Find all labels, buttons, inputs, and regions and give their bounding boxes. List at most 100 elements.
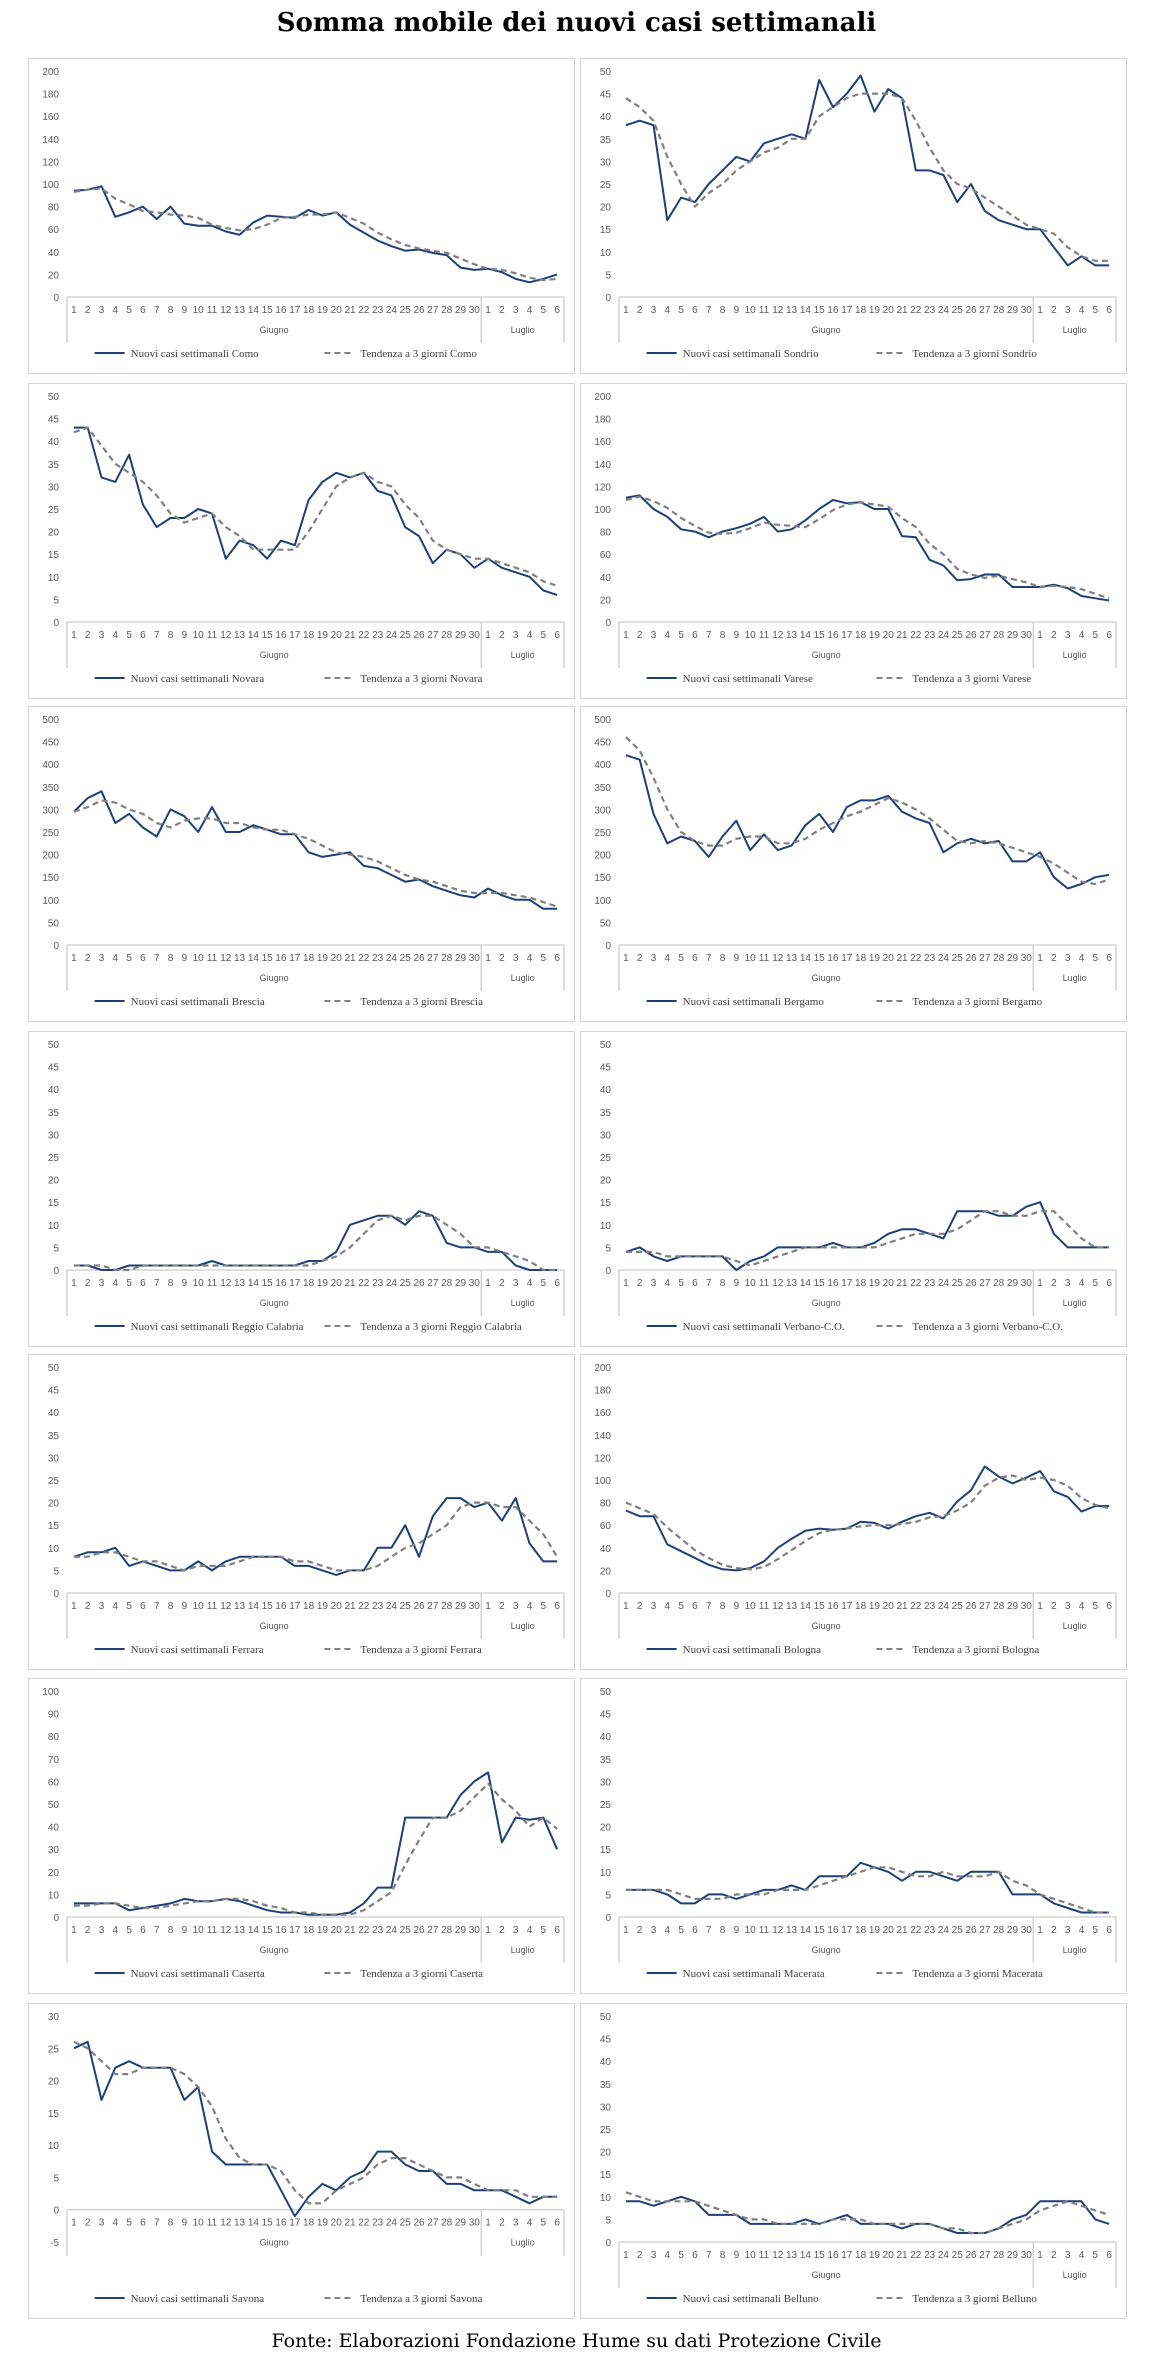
x-tick-label: 11 [207,1278,218,1289]
y-tick-label: 35 [600,135,612,146]
x-tick-label: 8 [168,1601,174,1612]
x-tick-label: 13 [786,1925,798,1936]
x-tick-label: 24 [386,630,398,641]
month-label: Luglio [1063,1621,1087,1631]
x-tick-label: 11 [759,1925,770,1936]
y-tick-label: 35 [48,460,60,471]
month-label: Giugno [260,2238,289,2248]
x-tick-label: 18 [855,1925,867,1936]
y-tick-label: 35 [600,1108,612,1119]
x-tick-label: 23 [372,305,384,316]
x-tick-label: 5 [126,2218,132,2229]
y-tick-label: 25 [48,505,60,516]
x-tick-label: 14 [800,1925,812,1936]
x-tick-label: 20 [331,2218,343,2229]
y-tick-label: 45 [48,415,60,426]
x-tick-label: 22 [358,305,370,316]
x-tick-label: 18 [303,630,315,641]
month-label: Giugno [260,973,289,983]
x-tick-label: 11 [207,1925,218,1936]
x-tick-label: 6 [692,305,698,316]
month-label: Luglio [1063,1945,1087,1955]
legend-label: Tendenza a 3 giorni Belluno [912,2293,1037,2305]
y-tick-label: 40 [600,1732,612,1743]
x-tick-label: 13 [234,630,246,641]
x-tick-label: 29 [455,305,467,316]
x-tick-label: 25 [400,630,412,641]
x-tick-label: 30 [469,1601,481,1612]
y-tick-label: 30 [48,2012,60,2023]
y-tick-label: 10 [48,1544,60,1555]
x-tick-label: 29 [455,630,467,641]
x-tick-label: 3 [1065,1601,1071,1612]
x-tick-label: 2 [637,2250,643,2261]
x-tick-label: 20 [883,2250,895,2261]
x-tick-label: 16 [275,1601,287,1612]
x-tick-label: 22 [910,630,922,641]
y-tick-label: 0 [53,618,59,629]
x-tick-label: 15 [262,1925,274,1936]
x-tick-label: 3 [651,2250,657,2261]
x-tick-label: 29 [455,2218,467,2229]
x-tick-label: 23 [372,630,384,641]
x-tick-label: 5 [1093,1601,1099,1612]
y-tick-label: 45 [600,1710,612,1721]
chart-panel: 0 20 40 60 80 100 120 140 160 180 200 1 2 3 4 5 6 7 8 9 10 11… [28,58,575,374]
y-tick-label: 15 [48,550,60,561]
x-tick-label: 29 [1007,305,1019,316]
x-tick-label: 9 [182,953,188,964]
x-tick-label: 21 [896,1925,908,1936]
x-tick-label: 28 [993,1601,1005,1612]
y-tick-label: 0 [605,1266,611,1277]
x-tick-label: 4 [665,1925,671,1936]
x-tick-label: 1 [623,1278,629,1289]
y-tick-label: 45 [48,1386,60,1397]
y-tick-label: 0 [605,1913,611,1924]
x-tick-label: 4 [113,2218,119,2229]
legend-label: Nuovi casi settimanali Varese [683,673,813,685]
y-tick-label: 300 [594,805,611,816]
x-tick-label: 4 [665,1601,671,1612]
x-tick-label: 18 [303,1278,315,1289]
x-tick-label: 28 [441,2218,453,2229]
x-tick-label: 10 [193,1278,205,1289]
x-tick-label: 3 [99,2218,105,2229]
y-tick-label: 140 [42,135,59,146]
y-tick-label: 10 [600,1221,612,1232]
x-tick-label: 4 [113,305,119,316]
x-tick-label: 1 [71,1278,77,1289]
x-tick-label: 6 [140,630,146,641]
y-tick-label: 80 [600,528,612,539]
x-tick-label: 3 [651,630,657,641]
x-tick-label: 7 [154,1601,160,1612]
month-label: Giugno [812,1945,841,1955]
x-tick-label: 26 [965,1925,977,1936]
actual-series-line [625,2195,1110,2234]
x-tick-label: 26 [965,630,977,641]
y-tick-label: 20 [48,1499,60,1510]
x-tick-label: 5 [126,1278,132,1289]
x-tick-label: 8 [720,953,726,964]
x-tick-label: 7 [706,2250,712,2261]
month-label: Luglio [511,973,535,983]
x-tick-label: 21 [344,1925,356,1936]
x-tick-label: 6 [692,2250,698,2261]
y-tick-label: 35 [48,1108,60,1119]
trend-series-line [73,187,558,282]
x-tick-label: 23 [924,2250,936,2261]
y-tick-label: 20 [48,1868,60,1879]
x-tick-label: 25 [400,305,412,316]
x-tick-label: 1 [485,953,491,964]
x-tick-label: 25 [952,953,964,964]
x-tick-label: 3 [513,630,519,641]
y-tick-label: 25 [600,2125,612,2136]
x-tick-label: 11 [207,630,218,641]
x-tick-label: 2 [85,305,91,316]
y-tick-label: 40 [48,437,60,448]
x-tick-label: 17 [289,630,301,641]
actual-series-line [73,790,558,910]
y-tick-label: 140 [594,460,611,471]
x-tick-label: 5 [678,1925,684,1936]
x-tick-label: 3 [1065,2250,1071,2261]
